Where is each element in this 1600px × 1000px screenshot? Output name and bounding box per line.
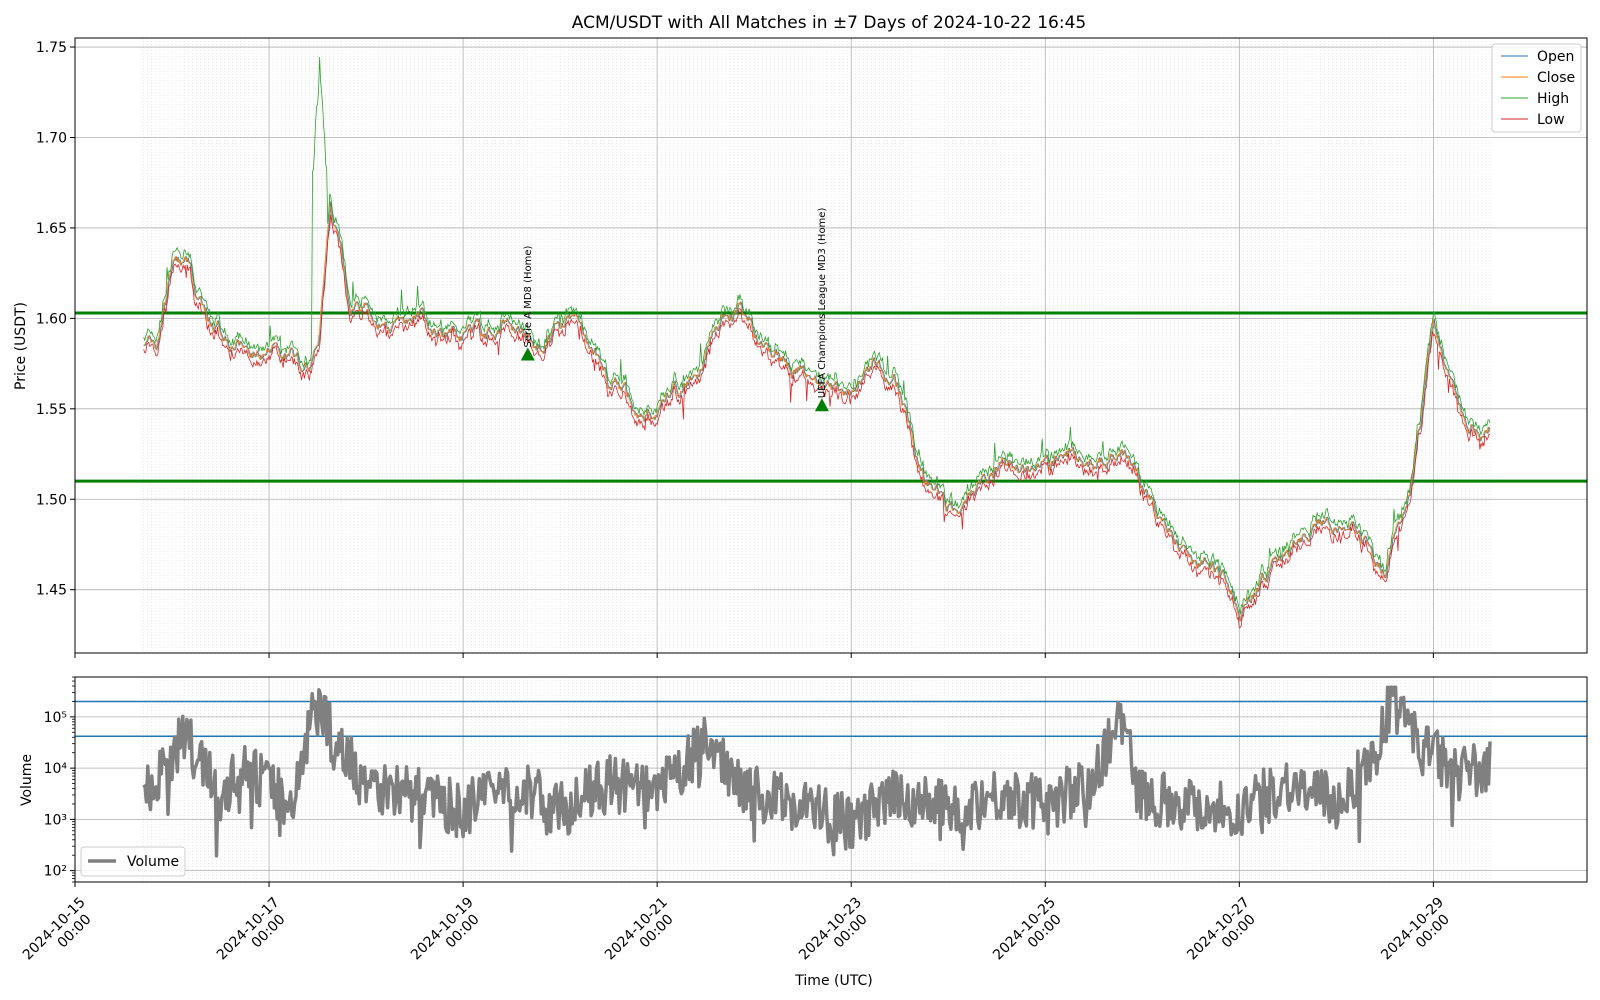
legend-low-label: Low bbox=[1537, 112, 1565, 128]
match-annotations: Serie A MD8 (Home) UEFA Champions League … bbox=[520, 208, 829, 412]
volume-y-tick-label: 10³ bbox=[44, 812, 67, 828]
match-label: UEFA Champions League MD3 (Home) bbox=[817, 208, 828, 399]
price-y-tick-label: 1.60 bbox=[36, 311, 67, 327]
volume-legend: Volume bbox=[80, 846, 186, 877]
legend-close-label: Close bbox=[1537, 70, 1575, 86]
volume-series bbox=[142, 685, 1492, 858]
price-y-tick-label: 1.55 bbox=[36, 402, 67, 418]
price-x-ticks bbox=[74, 653, 1434, 658]
price-y-tick-label: 1.75 bbox=[36, 40, 67, 56]
legend-open-label: Open bbox=[1537, 49, 1574, 65]
volume-y-tick-label: 10⁴ bbox=[44, 761, 68, 777]
price-legend: Open Close High Low bbox=[1491, 43, 1582, 133]
legend-volume-label: Volume bbox=[127, 854, 179, 870]
price-y-tick-label: 1.65 bbox=[36, 221, 67, 237]
volume-y-axis-label: Volume bbox=[19, 754, 35, 806]
match-marker-icon bbox=[520, 347, 535, 361]
volume-y-ticks: 10² 10³ 10⁴ 10⁵ bbox=[44, 676, 75, 883]
price-series bbox=[143, 57, 1491, 629]
price-axes-frame bbox=[74, 37, 1588, 654]
series-high-line bbox=[143, 57, 1491, 615]
price-y-tick-label: 1.45 bbox=[36, 583, 67, 599]
price-y-ticks: 1.45 1.50 1.55 1.60 1.65 1.70 1.75 bbox=[36, 40, 75, 599]
match-label: Serie A MD8 (Home) bbox=[523, 246, 534, 348]
volume-y-tick-label: 10² bbox=[44, 864, 67, 880]
match-marker-icon bbox=[814, 398, 829, 412]
series-volume-line bbox=[142, 685, 1492, 858]
price-threshold-lines bbox=[75, 311, 1587, 483]
price-panel: Serie A MD8 (Home) UEFA Champions League … bbox=[13, 37, 1588, 658]
chart-title: ACM/USDT with All Matches in ±7 Days of … bbox=[572, 13, 1086, 33]
legend-high-label: High bbox=[1537, 91, 1569, 107]
volume-y-tick-label: 10⁵ bbox=[44, 710, 67, 726]
x-axis-label: Time (UTC) bbox=[794, 973, 872, 989]
price-y-axis-label: Price (USDT) bbox=[13, 302, 29, 390]
price-y-tick-label: 1.50 bbox=[36, 492, 67, 508]
series-close-line bbox=[143, 201, 1491, 622]
series-low-line bbox=[143, 214, 1491, 629]
price-y-tick-label: 1.70 bbox=[36, 130, 67, 146]
